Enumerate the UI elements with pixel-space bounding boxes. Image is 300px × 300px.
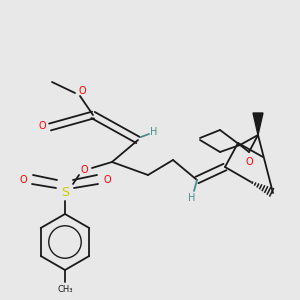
Text: O: O [103, 175, 111, 185]
Text: H: H [150, 127, 158, 137]
Text: O: O [80, 165, 88, 175]
Text: O: O [19, 175, 27, 185]
Text: CH₃: CH₃ [57, 286, 73, 295]
Polygon shape [253, 113, 263, 135]
Text: O: O [245, 157, 253, 167]
Text: S: S [61, 185, 69, 199]
Text: H: H [188, 193, 196, 203]
Text: O: O [78, 86, 86, 96]
Text: O: O [38, 121, 46, 131]
